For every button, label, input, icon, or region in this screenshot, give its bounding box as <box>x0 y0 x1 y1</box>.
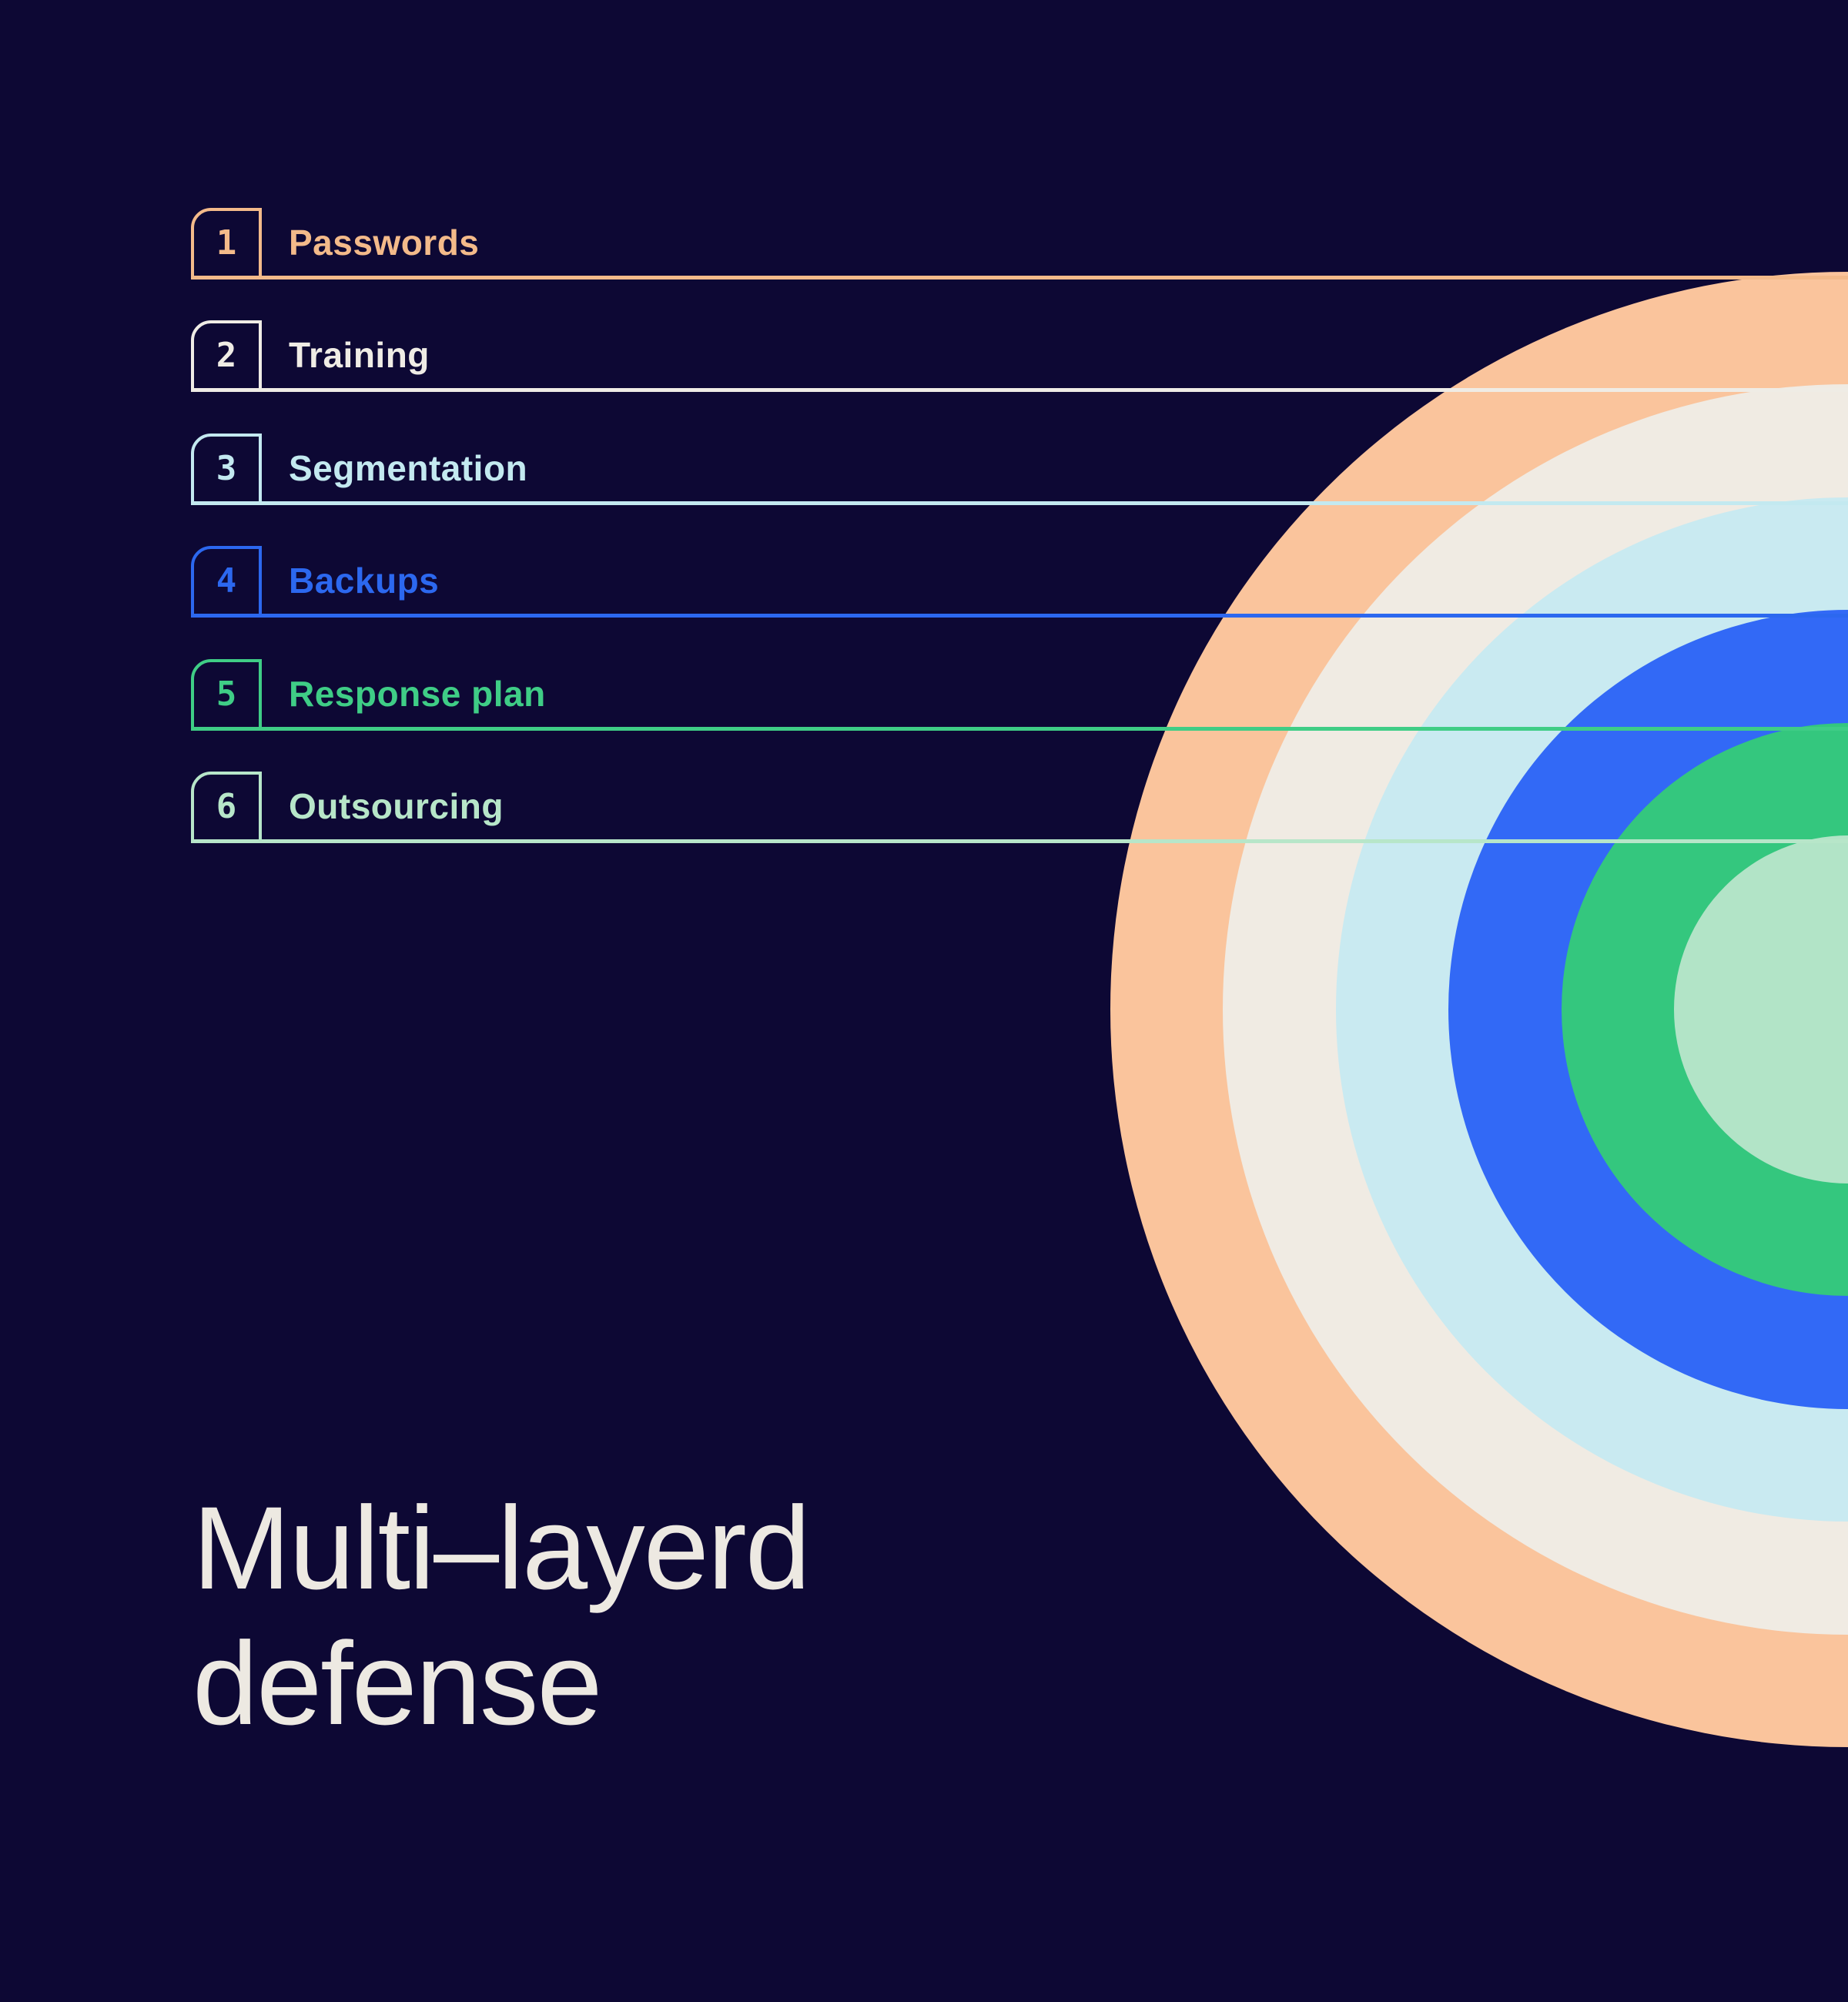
outsourcing-number: 6 <box>216 787 237 826</box>
item-response-plan: 5 Response plan <box>191 659 1848 731</box>
segmentation-label: Segmentation <box>289 448 528 488</box>
backups-label: Backups <box>289 561 440 601</box>
item-passwords: 1 Passwords <box>191 208 1848 280</box>
response-plan-number-box: 5 <box>191 659 262 730</box>
item-training: 2 Training <box>191 320 1848 392</box>
training-number-box: 2 <box>191 320 262 391</box>
item-segmentation: 3 Segmentation <box>191 434 1848 505</box>
title-line-2: defense <box>192 1618 602 1749</box>
item-backups: 4 Backups <box>191 546 1848 618</box>
training-connector-line <box>191 388 1848 392</box>
passwords-connector-line <box>191 276 1848 280</box>
response-plan-number: 5 <box>216 675 237 714</box>
outsourcing-label: Outsourcing <box>289 786 504 826</box>
segmentation-number: 3 <box>216 449 237 488</box>
backups-number: 4 <box>216 561 237 601</box>
response-plan-connector-line <box>191 727 1848 731</box>
title-line-1: Multi–layerd <box>192 1482 811 1614</box>
response-plan-label: Response plan <box>289 674 546 714</box>
page-title: Multi–layerd defense <box>192 1481 811 1752</box>
outsourcing-connector-line <box>191 839 1848 843</box>
passwords-number: 1 <box>216 223 237 263</box>
segmentation-number-box: 3 <box>191 434 262 504</box>
outsourcing-number-box: 6 <box>191 772 262 842</box>
training-label: Training <box>289 335 430 375</box>
passwords-number-box: 1 <box>191 208 262 279</box>
passwords-label: Passwords <box>289 223 480 263</box>
backups-connector-line <box>191 614 1848 618</box>
item-outsourcing: 6 Outsourcing <box>191 772 1848 843</box>
training-number: 2 <box>216 336 237 375</box>
segmentation-connector-line <box>191 501 1848 505</box>
backups-number-box: 4 <box>191 546 262 617</box>
